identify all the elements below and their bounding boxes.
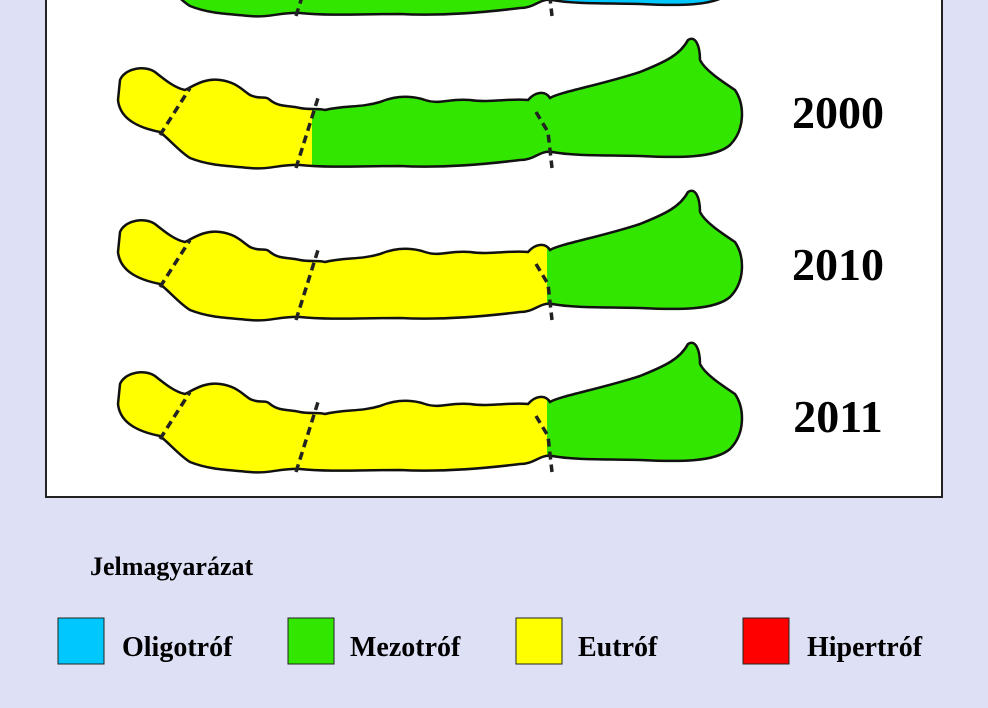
legend-label: Hipertróf (807, 632, 923, 663)
year-label: 2000 (792, 87, 884, 138)
year-label: 2011 (793, 391, 882, 442)
legend-swatch (515, 617, 563, 665)
legend-label: Oligotróf (122, 632, 233, 663)
legend-swatch (287, 617, 335, 665)
legend-label: Eutróf (578, 632, 658, 663)
legend-title: Jelmagyarázat (90, 552, 254, 581)
legend-swatch (57, 617, 105, 665)
legend-swatch (742, 617, 790, 665)
year-label: 2010 (792, 239, 884, 290)
legend-label: Mezotróf (350, 632, 461, 663)
